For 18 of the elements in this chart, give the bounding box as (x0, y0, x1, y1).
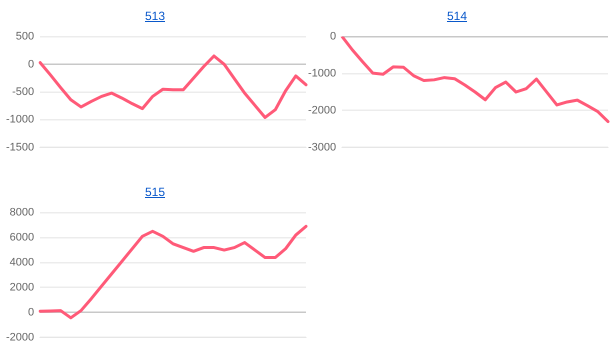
y-tick-label: 0 (330, 30, 336, 43)
y-tick-label: -500 (12, 86, 34, 98)
y-tick-label: 4000 (10, 256, 34, 269)
y-tick-label: 500 (16, 30, 34, 43)
y-tick-label: -3000 (308, 141, 336, 154)
y-tick-label: -2000 (308, 104, 336, 116)
y-tick-label: -1500 (6, 141, 34, 154)
chart-title: 515 (144, 184, 166, 200)
y-tick-label: 6000 (10, 232, 34, 244)
y-tick-label: -1000 (308, 68, 336, 80)
y-tick-label: -2000 (6, 331, 34, 344)
chart-title: 513 (144, 8, 166, 24)
y-tick-label: -1000 (6, 114, 34, 126)
y-tick-label: 2000 (10, 282, 34, 294)
chart-title: 514 (446, 8, 468, 24)
y-tick-label: 0 (28, 58, 34, 70)
y-tick-label: 0 (28, 306, 34, 318)
y-tick-label: 8000 (10, 206, 34, 219)
